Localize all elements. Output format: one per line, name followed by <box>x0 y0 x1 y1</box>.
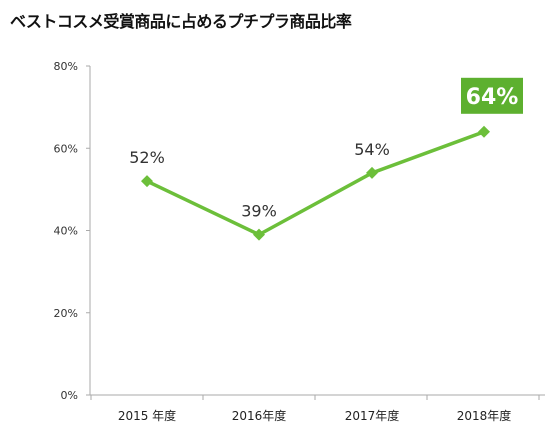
x-tick-label: 2018年度 <box>457 408 512 423</box>
y-tick-label: 60% <box>54 142 78 155</box>
data-label: 39% <box>241 202 277 221</box>
chart-title: ベストコスメ受賞商品に占めるプチプラ商品比率 <box>10 12 352 31</box>
y-tick-label: 80% <box>54 60 78 73</box>
x-tick-labels: 2015 年度 2016年度 2017年度 2018年度 <box>90 395 540 423</box>
x-tick-label: 2017年度 <box>345 408 400 423</box>
series-line-group <box>141 125 490 241</box>
x-axis: 2015 年度 2016年度 2017年度 2018年度 <box>90 394 545 423</box>
data-label-highlight: 64% <box>466 85 519 110</box>
data-point-marker <box>141 175 153 188</box>
data-label: 54% <box>354 140 390 159</box>
data-point-marker <box>478 125 490 138</box>
data-label: 52% <box>129 148 165 167</box>
y-tick-label: 40% <box>54 225 78 238</box>
x-tick-label: 2016年度 <box>232 408 287 423</box>
series-line <box>146 130 485 237</box>
y-tick-label: 0% <box>61 389 78 402</box>
y-tick-label: 20% <box>54 307 78 320</box>
highlight-label-box <box>461 77 523 114</box>
data-point-marker <box>366 166 378 179</box>
data-point-marker <box>253 228 265 241</box>
y-axis: 0% 20% 40% 60% 80% <box>54 60 91 402</box>
data-labels: 52% 39% 54% 64% <box>129 77 523 221</box>
y-tick-labels: 0% 20% 40% 60% 80% <box>54 60 90 402</box>
x-tick-label: 2015 年度 <box>118 408 176 423</box>
